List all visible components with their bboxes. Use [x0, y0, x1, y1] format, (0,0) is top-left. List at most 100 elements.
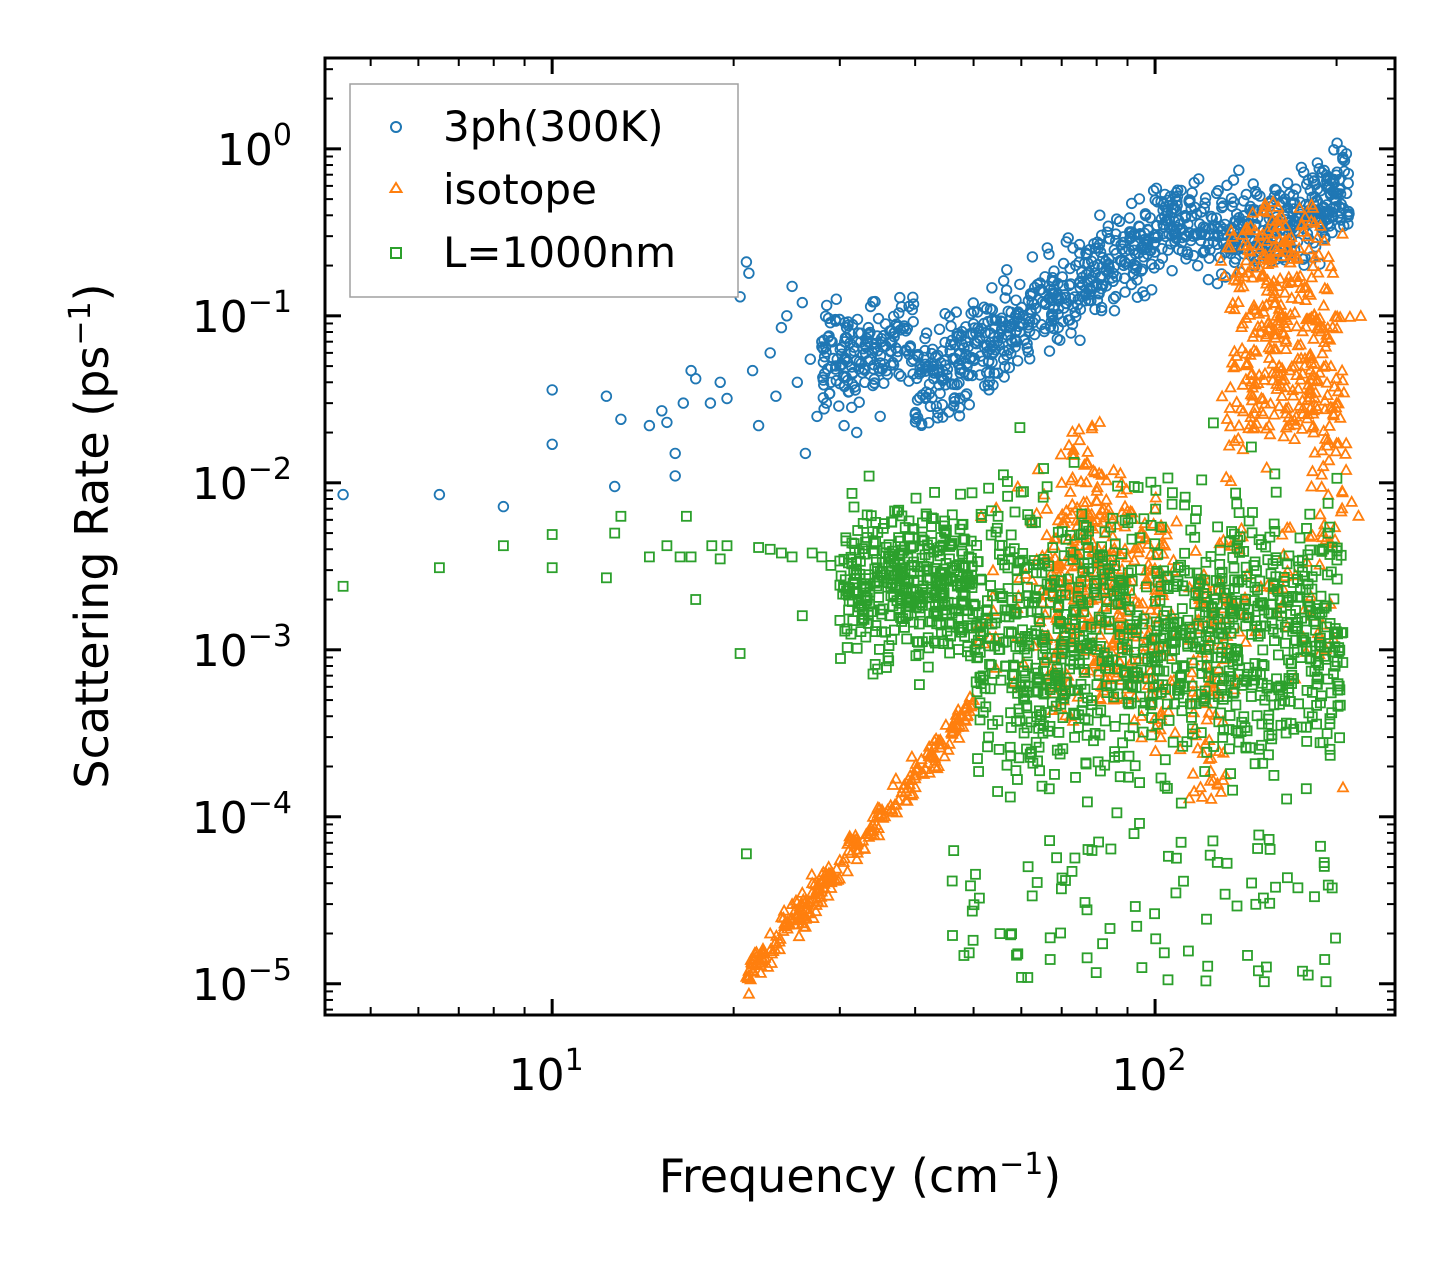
data-point-isotope — [1288, 305, 1302, 318]
data-point-isotope — [754, 966, 768, 978]
data-point-isotope — [1256, 407, 1270, 419]
data-point-l1000nm — [1267, 558, 1279, 569]
data-point-isotope — [1300, 411, 1314, 424]
data-point-l1000nm — [1166, 638, 1177, 649]
data-point-3ph — [1083, 289, 1095, 301]
data-point-l1000nm — [1216, 573, 1228, 584]
data-point-l1000nm — [992, 786, 1003, 797]
data-point-isotope — [1247, 257, 1261, 270]
data-point-3ph — [1211, 277, 1224, 290]
data-point-isotope — [1262, 351, 1276, 363]
data-point-3ph — [1095, 304, 1108, 317]
data-point-isotope — [1228, 359, 1243, 372]
data-point-isotope — [1343, 309, 1357, 322]
data-point-3ph — [1192, 173, 1205, 185]
data-point-l1000nm — [839, 625, 851, 637]
data-point-l1000nm — [1055, 585, 1067, 597]
data-point-l1000nm — [1283, 654, 1294, 666]
data-point-isotope — [843, 834, 857, 847]
data-point-l1000nm — [1224, 710, 1236, 721]
data-point-3ph — [903, 300, 915, 313]
data-point-isotope — [1313, 311, 1327, 324]
data-point-l1000nm — [983, 640, 994, 652]
data-point-l1000nm — [1230, 487, 1241, 499]
data-point-isotope — [1251, 319, 1265, 332]
data-point-isotope — [1256, 227, 1270, 240]
data-point-l1000nm — [1321, 641, 1333, 653]
data-point-isotope — [1219, 470, 1233, 483]
data-point-l1000nm — [935, 532, 947, 543]
data-point-l1000nm — [1179, 491, 1191, 503]
data-point-3ph — [984, 303, 997, 315]
data-point-l1000nm — [1044, 954, 1056, 965]
data-point-3ph — [643, 419, 656, 432]
data-point-isotope — [1271, 245, 1285, 257]
data-point-l1000nm — [847, 615, 859, 626]
data-point-l1000nm — [1250, 615, 1261, 626]
data-point-l1000nm — [1306, 687, 1318, 698]
data-point-isotope — [1283, 520, 1297, 533]
data-point-isotope — [1149, 583, 1163, 595]
data-point-3ph — [1324, 187, 1337, 200]
data-point-3ph — [669, 470, 681, 482]
data-point-l1000nm — [1219, 888, 1231, 900]
data-point-3ph — [1123, 212, 1136, 224]
data-point-3ph — [1149, 194, 1161, 206]
data-point-l1000nm — [1111, 807, 1123, 819]
data-point-l1000nm — [1082, 796, 1093, 808]
data-point-l1000nm — [901, 633, 913, 645]
data-point-3ph — [1247, 178, 1259, 190]
data-point-isotope — [1092, 466, 1106, 479]
data-point-isotope — [1319, 339, 1333, 352]
data-point-isotope — [1063, 485, 1077, 497]
data-point-l1000nm — [1202, 960, 1214, 972]
data-point-3ph — [1103, 233, 1116, 245]
data-point-isotope — [1303, 386, 1317, 399]
data-point-l1000nm — [1213, 716, 1225, 728]
data-point-l1000nm — [967, 934, 979, 946]
data-point-isotope — [1256, 299, 1270, 312]
data-point-l1000nm — [1091, 679, 1103, 690]
data-point-l1000nm — [976, 512, 987, 523]
data-point-3ph — [948, 378, 961, 391]
data-point-3ph — [1014, 278, 1026, 291]
data-point-l1000nm — [933, 598, 944, 610]
data-point-isotope — [1223, 419, 1237, 432]
data-point-l1000nm — [997, 554, 1008, 566]
data-point-3ph — [615, 413, 627, 426]
data-point-3ph — [993, 328, 1005, 341]
data-point-3ph — [1229, 215, 1241, 227]
data-point-3ph — [1164, 190, 1177, 203]
data-point-l1000nm — [870, 620, 882, 631]
data-point-3ph — [920, 327, 933, 339]
data-point-l1000nm — [1022, 861, 1034, 873]
data-point-l1000nm — [1228, 562, 1240, 574]
data-point-l1000nm — [546, 529, 558, 540]
data-point-l1000nm — [1014, 715, 1026, 726]
data-point-l1000nm — [1073, 722, 1084, 733]
data-point-3ph — [1342, 205, 1355, 218]
data-point-3ph — [825, 376, 837, 389]
data-point-l1000nm — [834, 615, 846, 626]
data-point-l1000nm — [1011, 574, 1023, 586]
data-point-3ph — [497, 500, 510, 513]
data-point-isotope — [897, 777, 911, 790]
data-point-l1000nm — [1173, 562, 1184, 573]
data-point-l1000nm — [1199, 606, 1211, 618]
data-point-l1000nm — [996, 592, 1008, 604]
data-point-isotope — [1329, 371, 1343, 384]
data-point-3ph — [887, 356, 899, 369]
data-point-isotope — [1272, 399, 1286, 412]
data-point-l1000nm — [1226, 652, 1238, 663]
data-point-3ph — [1124, 227, 1136, 239]
data-point-l1000nm — [1324, 743, 1336, 755]
data-point-l1000nm — [1324, 521, 1336, 533]
data-point-l1000nm — [1083, 563, 1094, 574]
data-point-l1000nm — [959, 630, 970, 642]
data-point-l1000nm — [981, 605, 992, 616]
data-point-isotope — [746, 963, 760, 976]
data-point-l1000nm — [887, 600, 899, 612]
data-point-l1000nm — [971, 686, 983, 698]
data-point-l1000nm — [1018, 690, 1030, 702]
data-point-isotope — [1144, 602, 1158, 615]
